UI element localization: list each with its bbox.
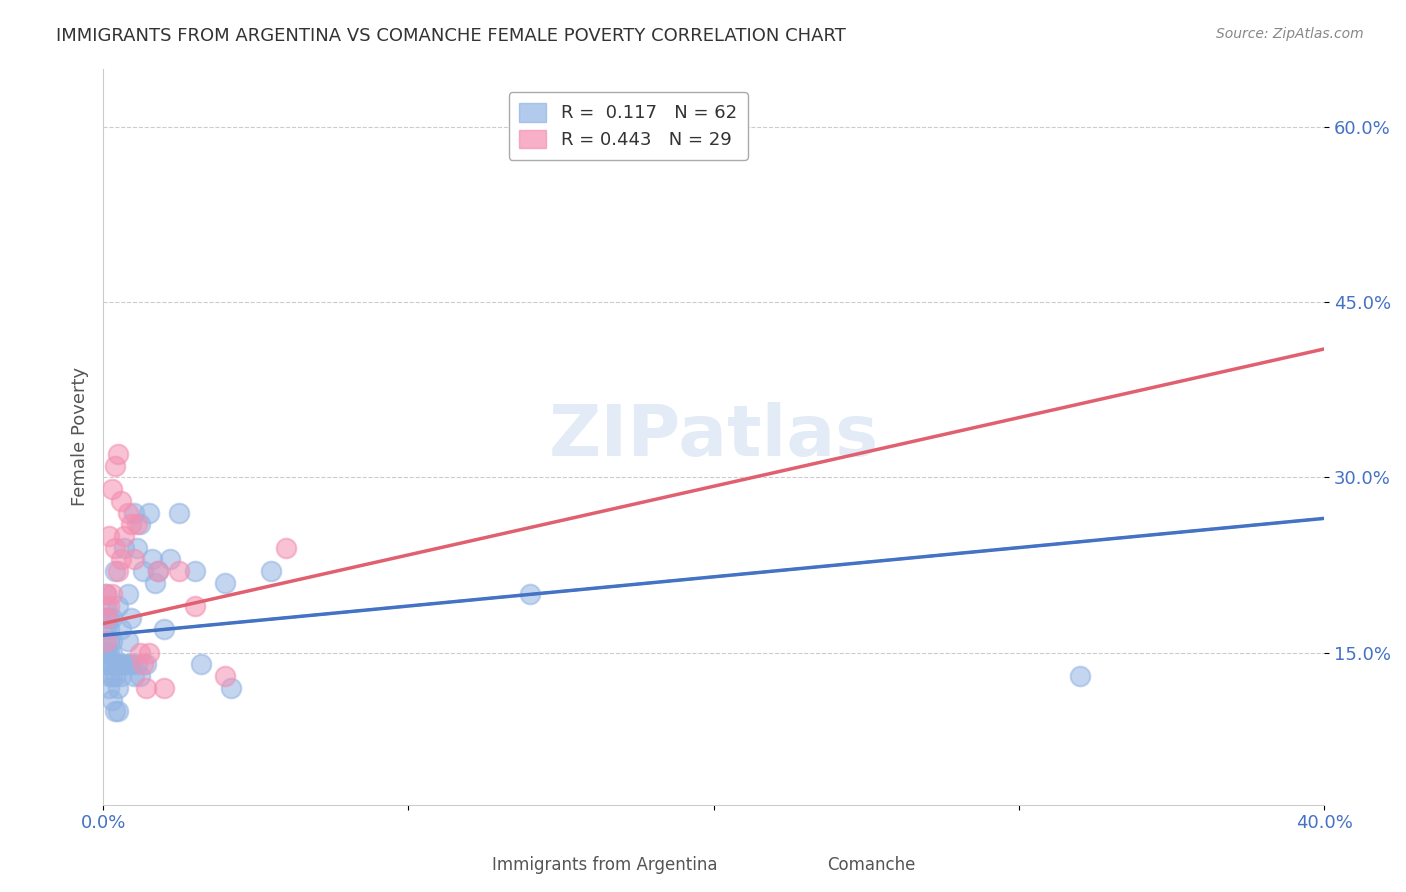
Point <box>117 657 139 672</box>
Point <box>107 447 129 461</box>
Point <box>153 623 176 637</box>
Point <box>120 611 142 625</box>
Y-axis label: Female Poverty: Female Poverty <box>72 367 89 506</box>
Point <box>101 587 124 601</box>
Point <box>146 564 169 578</box>
Point <box>128 669 150 683</box>
Point <box>190 657 212 672</box>
Point <box>169 564 191 578</box>
Point <box>110 657 132 672</box>
Point <box>122 552 145 566</box>
Point <box>135 657 157 672</box>
Point <box>104 564 127 578</box>
Point <box>104 458 127 473</box>
Point <box>110 494 132 508</box>
Point <box>96 634 118 648</box>
Point <box>132 657 155 672</box>
Point <box>107 564 129 578</box>
Point <box>117 634 139 648</box>
Point <box>169 506 191 520</box>
Point <box>101 692 124 706</box>
Point <box>96 587 118 601</box>
Point <box>96 646 118 660</box>
Point <box>101 634 124 648</box>
Point <box>98 634 121 648</box>
Point <box>125 541 148 555</box>
Point <box>260 564 283 578</box>
Point <box>146 564 169 578</box>
Point <box>110 552 132 566</box>
Point <box>96 611 118 625</box>
Point <box>98 623 121 637</box>
Point <box>143 575 166 590</box>
Point <box>114 529 136 543</box>
Point <box>114 657 136 672</box>
Point <box>122 669 145 683</box>
Point <box>96 623 118 637</box>
Point <box>104 657 127 672</box>
Point <box>183 599 205 613</box>
Text: Source: ZipAtlas.com: Source: ZipAtlas.com <box>1216 27 1364 41</box>
Point <box>96 599 118 613</box>
Point <box>107 681 129 695</box>
Point <box>138 506 160 520</box>
Point <box>128 517 150 532</box>
Point <box>96 634 118 648</box>
Point <box>98 681 121 695</box>
Point <box>138 646 160 660</box>
Text: IMMIGRANTS FROM ARGENTINA VS COMANCHE FEMALE POVERTY CORRELATION CHART: IMMIGRANTS FROM ARGENTINA VS COMANCHE FE… <box>56 27 846 45</box>
Point <box>98 529 121 543</box>
Point <box>96 657 118 672</box>
Point <box>96 657 118 672</box>
Point <box>110 623 132 637</box>
Point <box>214 669 236 683</box>
Text: ZIPatlas: ZIPatlas <box>548 402 879 471</box>
Point <box>120 657 142 672</box>
Point <box>104 669 127 683</box>
Point <box>98 599 121 613</box>
Point <box>104 541 127 555</box>
Point <box>132 564 155 578</box>
Point <box>101 611 124 625</box>
Point <box>183 564 205 578</box>
Point <box>117 506 139 520</box>
Point <box>104 704 127 718</box>
Point <box>110 669 132 683</box>
Text: Immigrants from Argentina: Immigrants from Argentina <box>492 856 717 874</box>
Point <box>96 646 118 660</box>
Point <box>98 646 121 660</box>
Point <box>153 681 176 695</box>
Point <box>125 657 148 672</box>
Point <box>107 599 129 613</box>
Point <box>221 681 243 695</box>
Point <box>96 587 118 601</box>
Point <box>117 587 139 601</box>
Point <box>96 611 118 625</box>
Point <box>122 506 145 520</box>
Point <box>135 681 157 695</box>
Point <box>101 669 124 683</box>
Point <box>101 482 124 496</box>
Point <box>519 587 541 601</box>
Point <box>214 575 236 590</box>
Point <box>101 646 124 660</box>
Point <box>141 552 163 566</box>
Point <box>276 541 298 555</box>
Point <box>101 657 124 672</box>
Legend: R =  0.117   N = 62, R = 0.443   N = 29: R = 0.117 N = 62, R = 0.443 N = 29 <box>509 92 748 160</box>
Point <box>128 646 150 660</box>
Point <box>107 657 129 672</box>
Point <box>107 704 129 718</box>
Point <box>159 552 181 566</box>
Point <box>114 541 136 555</box>
Point <box>98 669 121 683</box>
Point <box>96 646 118 660</box>
Point <box>120 517 142 532</box>
Point <box>98 611 121 625</box>
Text: Comanche: Comanche <box>828 856 915 874</box>
Point <box>125 517 148 532</box>
Point <box>1069 669 1091 683</box>
